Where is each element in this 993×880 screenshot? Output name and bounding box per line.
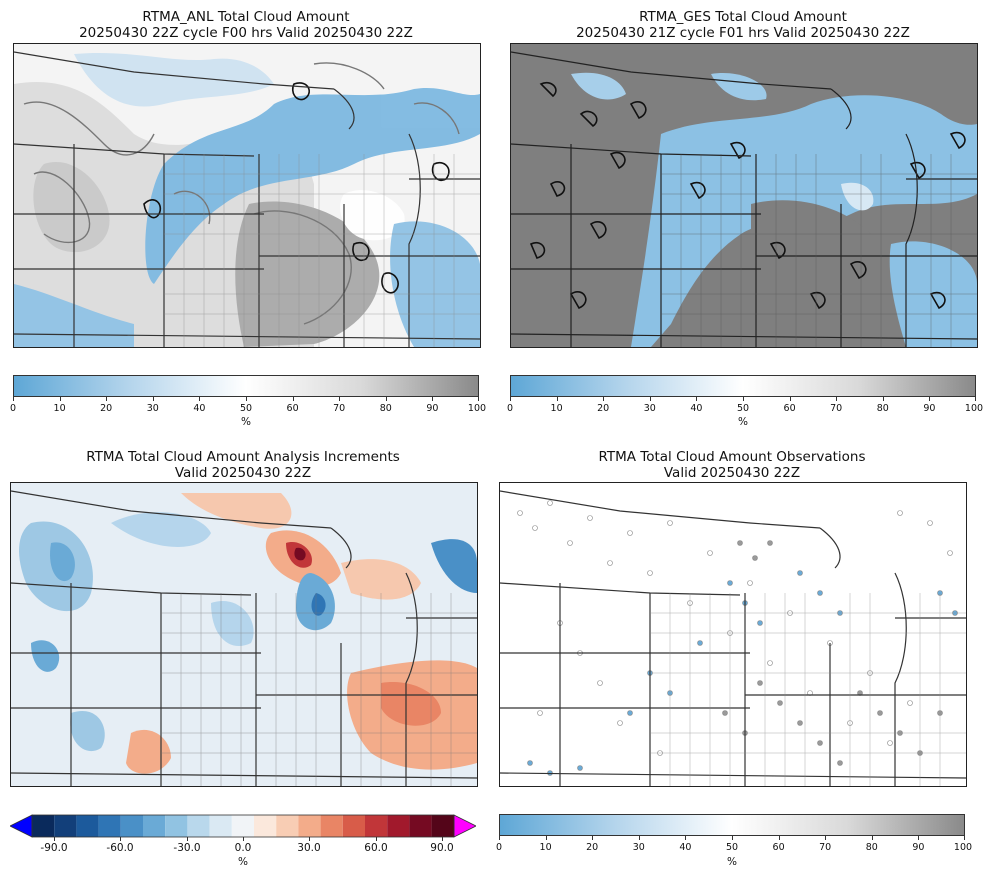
anl-tick-label: 100 (467, 403, 487, 414)
anl-tick-label: 0 (9, 403, 17, 414)
obs-tick-label: 80 (865, 842, 878, 853)
anl-county-grid (164, 154, 480, 347)
anl-tick-label: 50 (239, 403, 253, 414)
inc-title: RTMA Total Cloud Amount Analysis Increme… (10, 449, 476, 481)
obs-tick-label: 30 (632, 842, 645, 853)
ges-tick-label: 20 (597, 403, 610, 414)
ges-title-line1: RTMA_GES Total Cloud Amount (639, 9, 847, 25)
inc-colorbar-under-arrow (10, 814, 33, 838)
obs-tick-label: 10 (539, 842, 552, 853)
obs-tick-label: 0 (495, 842, 503, 853)
ges-dark-contours (529, 81, 966, 310)
obs-tick-label: 40 (679, 842, 692, 853)
ges-tick-label: 100 (964, 403, 984, 414)
obs-tick-label: 70 (819, 842, 832, 853)
ges-tick-label: 50 (736, 403, 750, 414)
anl-title: RTMA_ANL Total Cloud Amount 20250430 22Z… (13, 9, 479, 41)
anl-colorbar-unit: % (241, 416, 251, 428)
inc-colorbar-bins (32, 815, 454, 837)
ges-tick-label: 10 (550, 403, 563, 414)
inc-tick-label: 60.0 (364, 842, 388, 854)
ges-tick-label: 70 (830, 403, 843, 414)
anl-tick-label: 80 (379, 403, 392, 414)
obs-tick-label: 100 (953, 842, 973, 853)
inc-tick-label: -30.0 (173, 842, 201, 854)
obs-colorbar-gradient (499, 814, 965, 836)
inc-tick-label: 30.0 (297, 842, 321, 854)
ges-colorbar-gradient (510, 375, 976, 397)
anl-tick-label: 90 (426, 403, 439, 414)
anl-contours (23, 62, 460, 325)
ges-state-borders (511, 51, 977, 347)
inc-colorbar-svg (10, 814, 476, 838)
anl-tick-label: 70 (333, 403, 346, 414)
ges-colorbar: 0 10 20 30 40 50 60 70 80 90 100 % (506, 375, 983, 428)
anl-map (13, 43, 481, 348)
obs-tick-label: 50 (725, 842, 739, 853)
inc-increment-field (11, 483, 477, 786)
inc-tick-label: -60.0 (106, 842, 134, 854)
obs-title: RTMA Total Cloud Amount Observations Val… (499, 449, 965, 481)
inc-colorbar-over-arrow (453, 814, 476, 838)
inc-title-line2: Valid 20250430 22Z (174, 465, 312, 481)
inc-county-grid (161, 593, 477, 786)
anl-tick-label: 60 (286, 403, 299, 414)
anl-tick-label: 30 (146, 403, 159, 414)
anl-tick-label: 10 (53, 403, 66, 414)
obs-colorbar: 0 10 20 30 40 50 60 70 80 90 100 % (495, 814, 972, 868)
ges-colorbar-unit: % (738, 416, 748, 428)
obs-tick-label: 60 (772, 842, 785, 853)
ges-tick-label: 60 (783, 403, 796, 414)
inc-map (10, 482, 478, 787)
ges-title: RTMA_GES Total Cloud Amount 20250430 21Z… (510, 9, 976, 41)
inc-tick-label: 90.0 (430, 842, 454, 854)
anl-title-line1: RTMA_ANL Total Cloud Amount (142, 9, 350, 25)
inc-colorbar: -90.0 -60.0 -30.0 0.0 30.0 60.0 90.0 % (10, 814, 476, 868)
ges-tick-label: 90 (923, 403, 936, 414)
ges-map (510, 43, 978, 348)
obs-tick-label: 20 (586, 842, 599, 853)
ges-tick-label: 40 (690, 403, 703, 414)
anl-colorbar: 0 10 20 30 40 50 60 70 80 90 100 % (9, 375, 486, 428)
ges-tick-label: 80 (876, 403, 889, 414)
inc-colorbar-unit: % (238, 856, 248, 868)
obs-tick-label: 90 (912, 842, 925, 853)
anl-colorbar-gradient (13, 375, 479, 397)
ges-tick-label: 0 (506, 403, 514, 414)
obs-title-line2: Valid 20250430 22Z (663, 465, 801, 481)
inc-title-line1: RTMA Total Cloud Amount Analysis Increme… (86, 449, 400, 465)
anl-tick-label: 40 (193, 403, 206, 414)
obs-county-grid (650, 593, 966, 786)
anl-title-line2: 20250430 22Z cycle F00 hrs Valid 2025043… (79, 25, 413, 41)
ges-county-grid (661, 154, 977, 347)
inc-tick-label: 0.0 (234, 842, 252, 854)
obs-colorbar-unit: % (727, 856, 737, 868)
anl-tick-label: 20 (100, 403, 113, 414)
ges-title-line2: 20250430 21Z cycle F01 hrs Valid 2025043… (576, 25, 910, 41)
ges-tick-label: 30 (643, 403, 656, 414)
obs-title-line1: RTMA Total Cloud Amount Observations (598, 449, 866, 465)
obs-map (499, 482, 967, 787)
inc-state-borders (11, 490, 477, 786)
inc-tick-label: -90.0 (40, 842, 68, 854)
